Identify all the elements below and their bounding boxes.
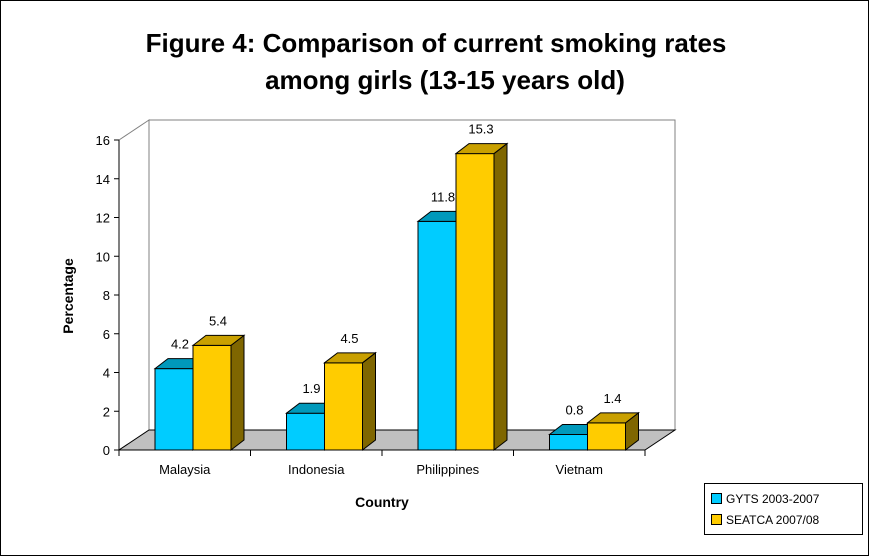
plot-area: 0 2 4 6 8 10 12 14 16 4.2 5.4 Malaysia 1.9 4.5 Indones… — [96, 119, 677, 477]
data-label-philippines-seatca-2007-08: 15.3 — [468, 122, 493, 137]
data-label-malaysia-seatca-2007-08: 5.4 — [209, 313, 227, 328]
y-tick-label-16: 16 — [96, 133, 110, 148]
y-tick-label-12: 12 — [96, 211, 110, 226]
y-tick-label-8: 8 — [103, 288, 110, 303]
x-tick-label-malaysia: Malaysia — [159, 462, 211, 477]
y-tick-label-2: 2 — [103, 404, 110, 419]
legend-label-gyts: GYTS 2003-2007 — [726, 492, 820, 506]
bar-vietnam-gyts-2003-2007 — [549, 434, 588, 451]
legend-item-gyts: GYTS 2003-2007 — [711, 491, 819, 507]
legend: GYTS 2003-2007 SEATCA 2007/08 — [704, 483, 863, 535]
bar-side-indonesia-seatca-2007-08 — [362, 351, 376, 452]
y-axis-title: Percentage — [60, 258, 76, 334]
y-tick-label-4: 4 — [103, 366, 110, 381]
bar-vietnam-seatca-2007-08 — [587, 422, 626, 451]
data-label-indonesia-gyts-2003-2007: 1.9 — [302, 381, 320, 396]
bar-top-indonesia-seatca-2007-08 — [323, 352, 377, 364]
data-label-philippines-gyts-2003-2007: 11.8 — [431, 189, 455, 204]
legend-item-seatca: SEATCA 2007/08 — [711, 512, 819, 528]
bar-malaysia-gyts-2003-2007 — [154, 368, 194, 451]
legend-swatch-seatca — [711, 514, 722, 526]
legend-swatch-gyts — [711, 493, 722, 505]
bar-philippines-gyts-2003-2007 — [417, 220, 457, 451]
x-tick-label-philippines: Philippines — [416, 462, 479, 477]
bar-side-philippines-seatca-2007-08 — [493, 142, 508, 452]
data-label-indonesia-seatca-2007-08: 4.5 — [340, 331, 358, 346]
bar-top-malaysia-seatca-2007-08 — [191, 334, 246, 346]
y-tick-label-0: 0 — [103, 443, 110, 458]
chart-title-line-1: Figure 4: Comparison of current smoking … — [146, 28, 727, 58]
data-label-vietnam-seatca-2007-08: 1.4 — [603, 391, 621, 406]
data-label-vietnam-gyts-2003-2007: 0.8 — [565, 403, 583, 418]
legend-label-seatca: SEATCA 2007/08 — [726, 513, 820, 527]
y-tick-label-6: 6 — [103, 327, 110, 342]
bar-indonesia-seatca-2007-08 — [324, 362, 363, 451]
data-label-malaysia-gyts-2003-2007: 4.2 — [171, 337, 189, 352]
bar-top-vietnam-seatca-2007-08 — [586, 412, 640, 424]
x-tick-label-vietnam: Vietnam — [556, 462, 603, 477]
y-tick-label-10: 10 — [96, 249, 110, 264]
bar-side-malaysia-seatca-2007-08 — [230, 334, 245, 452]
bar-malaysia-seatca-2007-08 — [192, 344, 232, 451]
bar-indonesia-gyts-2003-2007 — [286, 412, 325, 451]
side-wall — [118, 119, 150, 451]
y-tick-label-14: 14 — [96, 172, 110, 187]
bar-philippines-seatca-2007-08 — [455, 153, 495, 451]
x-axis-title: Country — [355, 494, 409, 510]
bar-top-philippines-seatca-2007-08 — [454, 143, 509, 155]
chart-title-line-2: among girls (13-15 years old) — [265, 65, 625, 95]
x-tick-label-indonesia: Indonesia — [288, 462, 345, 477]
